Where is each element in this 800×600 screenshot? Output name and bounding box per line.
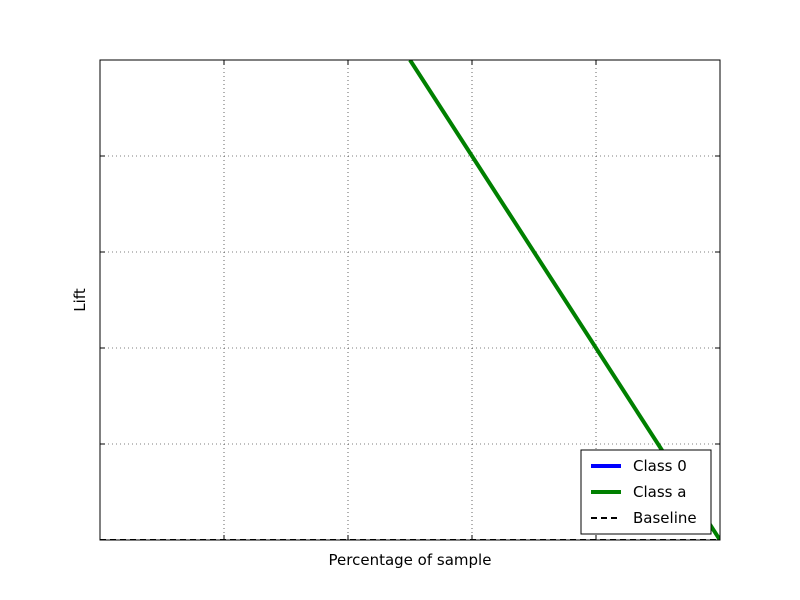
legend-label: Class a: [633, 483, 686, 501]
legend: Class 0 Class a Baseline: [580, 449, 712, 535]
plot-frame: [99, 59, 721, 541]
y-axis-label: Lift: [71, 288, 89, 312]
x-axis-label: Percentage of sample: [329, 551, 492, 569]
legend-label: Baseline: [633, 509, 697, 527]
legend-label: Class 0: [633, 457, 687, 475]
